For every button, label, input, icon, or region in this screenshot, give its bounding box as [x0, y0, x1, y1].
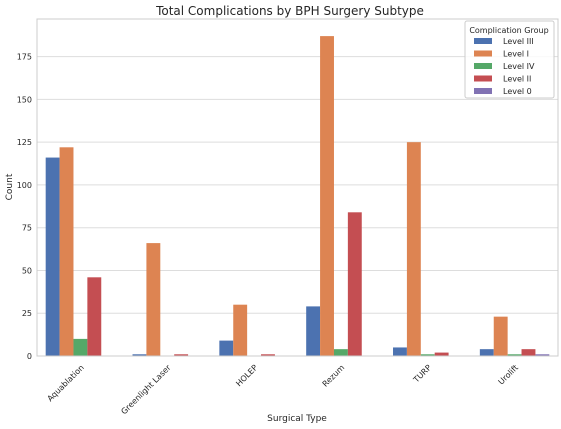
bar-level-iv — [507, 354, 522, 356]
x-tick-label: HOLEP — [234, 363, 259, 388]
y-tick-label: 0 — [27, 352, 32, 361]
y-tick-label: 75 — [22, 224, 32, 233]
y-tick-label: 175 — [17, 53, 32, 62]
bar-level-i — [233, 304, 248, 356]
bar-level-ii — [347, 212, 362, 356]
bar-level-ii — [87, 277, 102, 356]
legend-title: Complication Group — [469, 26, 548, 35]
y-tick-label: 50 — [22, 266, 32, 275]
legend-label: Level IV — [503, 62, 535, 71]
bar-level-ii — [261, 354, 275, 356]
y-tick-label: 100 — [17, 181, 32, 190]
x-tick-label: Greenlight Laser — [119, 363, 173, 417]
bar-level-iv — [420, 354, 435, 356]
y-tick-labels: 0 25 50 75 100 125 150 175 — [17, 53, 32, 361]
gridlines — [37, 56, 558, 357]
bar-level-iii — [45, 157, 60, 356]
legend: Complication Group Level III Level I Level… — [464, 20, 555, 99]
chart-title: Total Complications by BPH Surgery Subty… — [155, 4, 424, 18]
bar-level-iv — [333, 349, 348, 356]
legend-label: Level I — [503, 50, 529, 59]
x-tick-label: Urolift — [497, 363, 520, 386]
legend-swatch — [474, 88, 492, 94]
legend-swatch — [474, 75, 492, 82]
bar-level-i — [493, 316, 508, 356]
y-tick-label: 125 — [17, 138, 32, 147]
x-tick-label: Rezum — [321, 363, 347, 389]
bar-level-iii — [306, 306, 321, 356]
bar-level-0 — [535, 354, 550, 356]
y-tick-label: 150 — [17, 95, 32, 104]
x-tick-label: Aquablation — [46, 363, 86, 403]
bar-level-ii — [174, 354, 189, 356]
bar-level-iii — [479, 349, 494, 356]
legend-label: Level 0 — [503, 87, 532, 96]
bar-level-i — [146, 243, 161, 356]
y-tick-label: 25 — [22, 309, 32, 318]
bar-level-ii — [521, 349, 536, 356]
x-axis-label: Surgical Type — [267, 414, 327, 424]
bar-level-iii — [393, 347, 407, 356]
x-tick-labels: Aquablation Greenlight Laser HOLEP Rezum TUR… — [46, 363, 520, 417]
legend-swatch — [474, 63, 492, 69]
y-axis-label: Count — [5, 173, 15, 200]
legend-label: Level II — [503, 75, 531, 84]
bar-level-ii — [434, 352, 449, 356]
plot-frame — [36, 18, 559, 357]
bar-level-i — [406, 142, 421, 356]
bar-level-iii — [132, 354, 147, 356]
legend-swatch — [474, 38, 492, 44]
bar-level-iv — [73, 338, 88, 356]
bar-level-i — [59, 147, 74, 356]
bar-level-iii — [219, 340, 234, 356]
bar-level-i — [320, 36, 334, 356]
legend-label: Level III — [503, 37, 534, 46]
x-tick-label: TURP — [411, 363, 433, 385]
bars — [45, 36, 550, 356]
legend-swatch — [474, 50, 492, 57]
